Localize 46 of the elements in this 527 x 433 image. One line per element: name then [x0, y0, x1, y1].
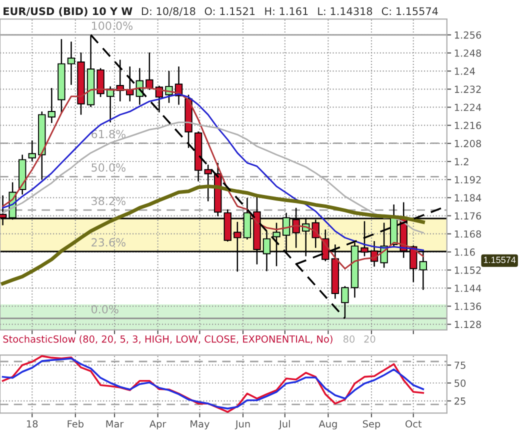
annotation: 0.0% — [92, 305, 118, 314]
annotation: 23.6% — [92, 238, 126, 247]
text: O: 1.1521 — [204, 7, 255, 16]
y-tick-label: 1.2 — [454, 158, 468, 166]
y-tick-label: 1.224 — [454, 104, 482, 111]
y-tick-label: 1.16 — [454, 248, 475, 256]
annotation: 50.0% — [92, 163, 126, 172]
y-tick-label: 50 — [454, 379, 466, 387]
x-tick-label: Feb — [68, 420, 84, 428]
text: C: 1.15574 — [382, 7, 438, 16]
y-tick-label: 1.128 — [454, 320, 482, 328]
y-tick-label: 75 — [454, 362, 466, 369]
x-tick-label: Apr — [149, 420, 166, 430]
y-tick-label: 1.144 — [454, 284, 482, 292]
chart-title: StochasticSlow (80, 20, 5, 3, HIGH, LOW, CLOSE, EXPONENTIAL, No) — [3, 335, 332, 344]
y-tick-label: 1.256 — [454, 31, 482, 39]
x-tick-label: Oct — [406, 420, 422, 428]
y-tick-label: 1.248 — [454, 49, 482, 57]
y-tick-label: 1.168 — [454, 230, 482, 238]
chart-title: EUR/USD (BID) 10 Y W — [4, 7, 132, 16]
annotation: 100.0% — [92, 22, 133, 30]
y-tick-label: 1.208 — [454, 140, 482, 148]
text: D: 10/8/18 — [142, 7, 196, 16]
text: 20 — [364, 335, 376, 343]
x-tick-label: May — [190, 420, 210, 430]
annotation: 61.8% — [92, 130, 126, 138]
x-tick-label: 18 — [27, 420, 38, 428]
text: 80 — [343, 335, 355, 343]
x-tick-label: Aug — [318, 420, 337, 430]
annotation: 38.2% — [92, 196, 126, 206]
y-tick-label: 1.232 — [454, 86, 481, 93]
y-tick-label: 1.152 — [454, 266, 481, 274]
y-tick-label: 1.24 — [454, 68, 475, 75]
y-tick-label: 1.192 — [454, 176, 481, 184]
x-tick-label: Jul — [278, 420, 290, 430]
x-tick-label: Mar — [106, 420, 124, 428]
y-tick-label: 1.184 — [454, 194, 482, 202]
x-tick-label: Jun — [234, 420, 250, 430]
y-tick-label: 1.136 — [454, 302, 482, 310]
text: 1.15574 — [484, 256, 516, 264]
text: L: 1.14318 — [318, 7, 372, 16]
x-tick-label: Sep — [362, 420, 380, 430]
text: H: 1.161 — [265, 7, 308, 16]
y-tick-label: 1.176 — [454, 212, 482, 220]
y-tick-label: 1.216 — [454, 122, 482, 130]
y-tick-label: 25 — [454, 397, 466, 405]
